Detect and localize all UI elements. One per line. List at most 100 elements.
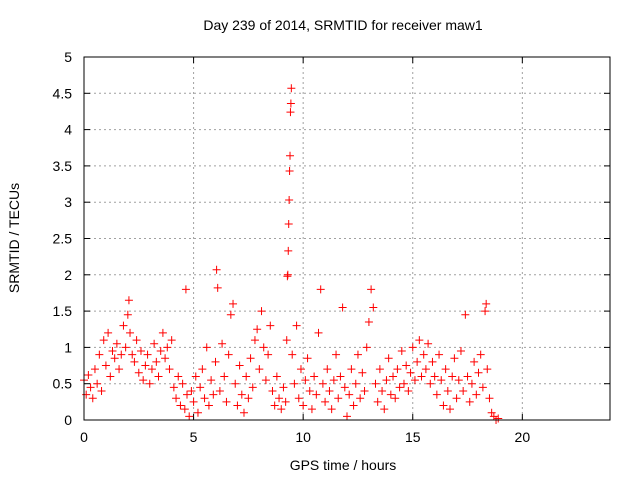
data-point (95, 350, 104, 359)
y-tick-label: 4.5 (53, 85, 73, 101)
data-point (428, 357, 437, 366)
data-point (406, 368, 415, 377)
data-point (198, 365, 207, 374)
x-axis-label: GPS time / hours (290, 457, 397, 473)
data-point (244, 394, 253, 403)
data-point (441, 365, 450, 374)
data-point (255, 365, 264, 374)
data-point (312, 390, 321, 399)
data-point (386, 390, 395, 399)
data-point (424, 339, 433, 348)
data-point (124, 296, 133, 305)
data-point (305, 386, 314, 395)
data-point (101, 361, 110, 370)
data-point (117, 350, 126, 359)
data-point (307, 405, 316, 414)
data-point (456, 347, 465, 356)
data-point (353, 350, 362, 359)
data-point (367, 285, 376, 294)
y-tick-label: 3.5 (53, 158, 73, 174)
data-point (463, 372, 472, 381)
data-point (161, 354, 170, 363)
data-point (119, 321, 128, 330)
data-point (329, 376, 338, 385)
tick-labels: 0 5 10 15 20 0 0.5 1 1.5 2 2.5 3 3.5 4 4.5 5 (53, 49, 531, 445)
data-point (419, 350, 428, 359)
data-point (485, 394, 494, 403)
data-point (437, 376, 446, 385)
data-point (413, 357, 422, 366)
data-point (141, 361, 150, 370)
data-point (211, 357, 220, 366)
data-point (476, 350, 485, 359)
data-point (180, 405, 189, 414)
data-point (288, 350, 297, 359)
data-point (128, 350, 137, 359)
data-point (459, 386, 468, 395)
data-point (283, 270, 292, 279)
data-point (286, 151, 295, 160)
data-point (259, 343, 268, 352)
data-point (494, 414, 503, 423)
data-point (356, 394, 365, 403)
data-point (397, 347, 406, 356)
data-point (123, 310, 132, 319)
x-tick-label: 10 (295, 429, 311, 445)
data-point (325, 386, 334, 395)
data-point (231, 379, 240, 388)
data-point (176, 401, 185, 410)
data-point (174, 372, 183, 381)
data-point (334, 394, 343, 403)
data-point (432, 390, 441, 399)
data-point (327, 405, 336, 414)
data-point (275, 394, 284, 403)
data-point (150, 339, 159, 348)
data-point (287, 84, 296, 93)
data-point (279, 383, 288, 392)
data-point (443, 386, 452, 395)
data-point (253, 325, 262, 334)
data-point (310, 372, 319, 381)
data-point (349, 401, 358, 410)
data-point (220, 372, 229, 381)
data-point (336, 372, 345, 381)
data-point (112, 339, 121, 348)
data-point (185, 412, 194, 421)
data-point (408, 343, 417, 352)
data-point (316, 285, 325, 294)
data-point (373, 397, 382, 406)
data-point (421, 365, 430, 374)
data-point (86, 383, 95, 392)
y-axis-label: SRMTID / TECUs (6, 183, 22, 293)
data-point (393, 365, 402, 374)
data-point (272, 372, 281, 381)
data-point (209, 390, 218, 399)
data-point (172, 394, 181, 403)
data-point (204, 401, 213, 410)
plot-frame (83, 56, 611, 421)
y-tick-label: 5 (64, 49, 72, 65)
data-point (285, 196, 294, 205)
data-point (106, 372, 115, 381)
data-point (224, 350, 233, 359)
data-point (233, 401, 242, 410)
data-point (378, 386, 387, 395)
data-point (193, 408, 202, 417)
data-point (454, 376, 463, 385)
data-point (478, 383, 487, 392)
data-point (93, 379, 102, 388)
data-point (108, 347, 117, 356)
data-point (257, 307, 266, 316)
data-point (169, 383, 178, 392)
data-point (181, 285, 190, 294)
data-point (426, 379, 435, 388)
data-point (235, 361, 244, 370)
data-point (395, 383, 404, 392)
data-point (292, 321, 301, 330)
x-tick-label: 20 (515, 429, 531, 445)
data-point (156, 347, 165, 356)
data-point (347, 365, 356, 374)
data-point (404, 386, 413, 395)
data-point (382, 376, 391, 385)
